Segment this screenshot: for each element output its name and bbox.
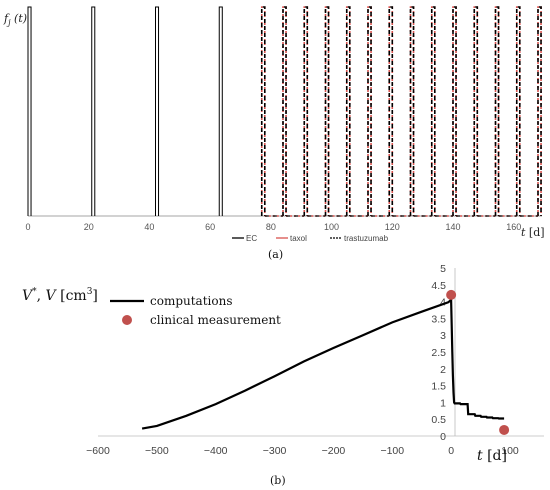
panel-b-y-tick: 1.5 <box>431 381 446 393</box>
panel-a-caption: (a) <box>268 248 283 261</box>
panel-b-x-tick: −400 <box>204 445 228 457</box>
panel-b-y-tick: 2 <box>440 364 446 376</box>
panel-b-y-ticks: 0 0.5 1 1.5 2 2.5 3 3.5 4 4.5 5 <box>431 263 446 443</box>
trastuzumab-pulse <box>537 6 542 216</box>
panel-a-x-tick: 160 <box>506 222 521 232</box>
panel-a-x-tick: 140 <box>445 222 460 232</box>
panel-b-y-tick: 3 <box>440 330 446 342</box>
panel-a: fj (t) 0 20 40 60 80 100 120 140 160 t [d] EC tax… <box>3 6 545 261</box>
panel-b-x-label: t [d] <box>477 448 507 464</box>
panel-b-caption: (b) <box>270 474 286 487</box>
trastuzumab-pulse <box>324 6 330 216</box>
series-clinical-points <box>446 289 510 435</box>
trastuzumab-pulse <box>494 6 500 216</box>
trastuzumab-pulse <box>345 6 351 216</box>
panel-a-x-tick: 80 <box>266 222 276 232</box>
panel-b-x-tick: 100 <box>501 445 519 457</box>
panel-a-x-tick: 100 <box>324 222 339 232</box>
legend-label-taxol: taxol <box>290 234 307 243</box>
panel-a-pulses <box>27 6 542 217</box>
trastuzumab-pulse <box>515 6 521 216</box>
trastuzumab-pulse <box>409 6 415 216</box>
panel-b-x-tick: −300 <box>263 445 287 457</box>
legend-label-EC: EC <box>246 234 257 243</box>
clinical-measurement-point <box>499 424 510 435</box>
panel-b-x-tick: −200 <box>322 445 346 457</box>
panel-b-y-tick: 5 <box>440 263 446 275</box>
panel-b-y-tick: 1 <box>440 397 446 409</box>
panel-b-y-tick: 4.5 <box>431 280 446 292</box>
panel-b-legend: computations clinical measurement <box>110 294 281 327</box>
legend-label-computations: computations <box>150 294 232 308</box>
panel-b-y-label: V*, V [cm3] <box>22 287 98 304</box>
panel-a-x-tick: 40 <box>144 222 154 232</box>
ec-pulse <box>91 6 96 216</box>
series-computations-line <box>141 297 505 430</box>
trastuzumab-pulse <box>303 6 309 216</box>
legend-label-clinical-measurement: clinical measurement <box>150 313 281 327</box>
panel-b: −600 −500 −400 −300 −200 −100 0 100 0 0.5 1 1.5 2 2.… <box>22 263 544 487</box>
panel-b-y-tick: 3.5 <box>431 313 446 325</box>
legend-swatch-clinical-measurement <box>122 315 132 325</box>
clinical-measurement-point <box>446 289 457 300</box>
trastuzumab-pulse <box>260 6 266 216</box>
panel-a-x-label: t [d] <box>521 226 545 239</box>
trastuzumab-pulse <box>388 6 394 216</box>
ec-pulse <box>218 6 223 216</box>
panel-a-x-tick: 20 <box>84 222 94 232</box>
panel-a-x-tick: 0 <box>25 222 30 232</box>
panel-b-y-tick: 4 <box>440 297 446 309</box>
panel-b-y-tick: 0 <box>440 431 446 443</box>
trastuzumab-pulse <box>452 6 457 216</box>
panel-b-x-tick: 0 <box>448 445 454 457</box>
panel-a-x-tick: 120 <box>385 222 400 232</box>
panel-a-x-tick: 60 <box>205 222 215 232</box>
trastuzumab-pulse <box>282 6 287 216</box>
panel-b-y-tick: 2.5 <box>431 347 446 359</box>
panel-b-x-tick: −100 <box>380 445 404 457</box>
legend-label-trastuzumab: trastuzumab <box>344 234 389 243</box>
panel-b-x-tick: −600 <box>86 445 110 457</box>
panel-b-x-tick: −500 <box>145 445 169 457</box>
panel-b-y-tick: 0.5 <box>431 414 446 426</box>
ec-pulse <box>27 6 32 216</box>
panel-a-y-label: fj (t) <box>3 12 27 27</box>
trastuzumab-pulse <box>430 6 436 216</box>
ec-pulse <box>155 6 160 216</box>
trastuzumab-pulse <box>367 6 372 216</box>
panel-a-x-ticks: 0 20 40 60 80 100 120 140 160 <box>25 222 521 232</box>
panel-a-legend: EC taxol trastuzumab <box>232 234 389 243</box>
trastuzumab-pulse <box>473 6 479 216</box>
panel-b-x-ticks: −600 −500 −400 −300 −200 −100 0 100 <box>86 445 519 457</box>
